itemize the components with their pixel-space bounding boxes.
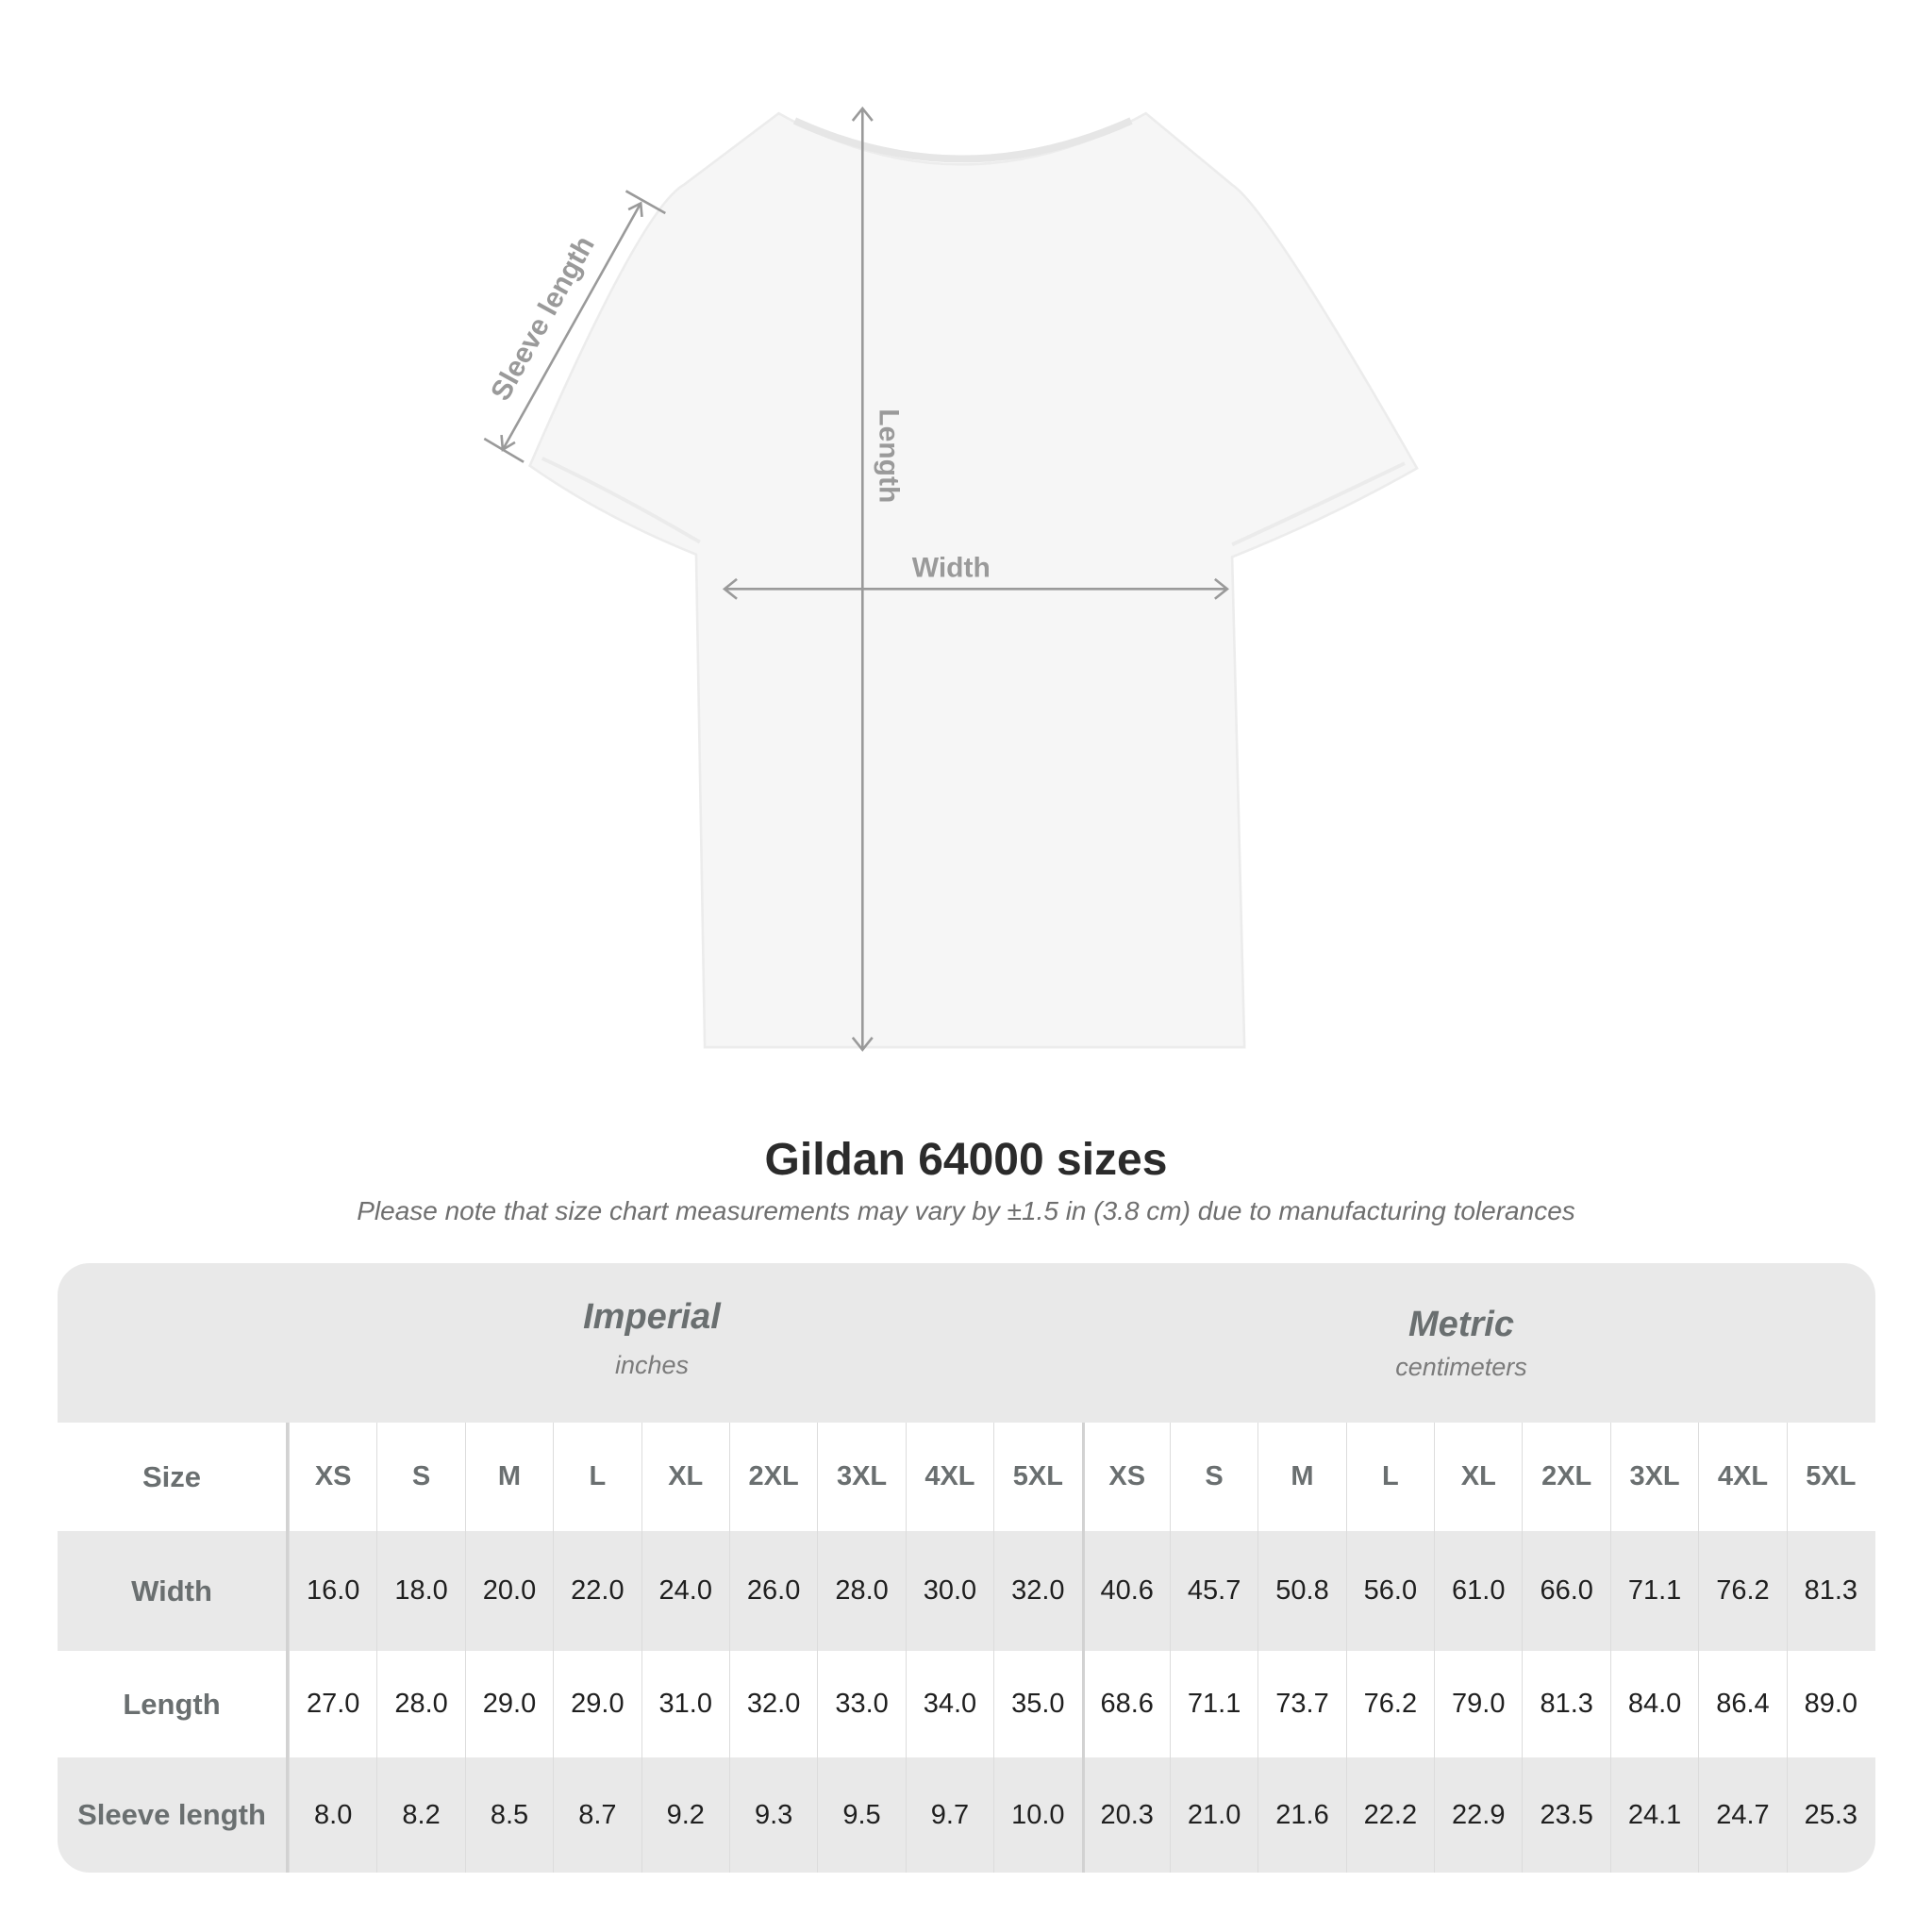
size-header: 2XL	[1522, 1423, 1609, 1531]
table-cell: 45.7	[1169, 1531, 1257, 1651]
table-cell: 16.0	[289, 1531, 376, 1651]
table-cell: 8.2	[376, 1757, 464, 1873]
table-cell: 24.1	[1609, 1757, 1698, 1873]
size-header: S	[376, 1423, 464, 1531]
size-header: S	[1169, 1423, 1257, 1531]
table-cell: 24.7	[1698, 1757, 1786, 1873]
row-label: Sleeve length	[58, 1757, 289, 1873]
table-cell: 40.6	[1081, 1531, 1170, 1651]
length-arrow	[851, 106, 874, 1052]
size-header: 2XL	[728, 1423, 817, 1531]
metric-title: Metric	[1408, 1305, 1514, 1344]
table-cell: 76.2	[1345, 1651, 1434, 1757]
table-cell: 76.2	[1698, 1531, 1786, 1651]
table-cell: 9.7	[905, 1757, 993, 1873]
table-cell: 73.7	[1257, 1651, 1345, 1757]
length-label: Length	[874, 408, 905, 503]
table-cell: 10.0	[993, 1757, 1081, 1873]
table-cell: 32.0	[993, 1531, 1081, 1651]
table-cell: 21.0	[1169, 1757, 1257, 1873]
size-header: M	[464, 1423, 553, 1531]
table-cell: 28.0	[376, 1651, 464, 1757]
metric-group: Metric centimeters	[1178, 1305, 1744, 1382]
table-cell: 9.5	[817, 1757, 905, 1873]
table-cell: 34.0	[905, 1651, 993, 1757]
table-cell: 26.0	[728, 1531, 817, 1651]
table-cell: 22.0	[553, 1531, 641, 1651]
size-header: XS	[289, 1423, 376, 1531]
row-label: Length	[58, 1651, 289, 1757]
table-cell: 79.0	[1434, 1651, 1522, 1757]
size-header: 4XL	[1698, 1423, 1786, 1531]
table-cell: 81.3	[1522, 1651, 1609, 1757]
size-header: 5XL	[1786, 1423, 1874, 1531]
table-row-sleeve-length: Sleeve length 8.0 8.2 8.5 8.7 9.2 9.3 9.5 9.7 10.…	[58, 1757, 1875, 1873]
table-cell: 33.0	[817, 1651, 905, 1757]
table-row-length: Length 27.0 28.0 29.0 29.0 31.0 32.0 33.0 34.0 35…	[58, 1651, 1875, 1757]
table-cell: 29.0	[553, 1651, 641, 1757]
size-table: Imperial inches Metric centimeters Size X…	[58, 1263, 1875, 1873]
size-header: L	[1345, 1423, 1434, 1531]
table-cell: 20.3	[1081, 1757, 1170, 1873]
size-header: 4XL	[905, 1423, 993, 1531]
table-cell: 23.5	[1522, 1757, 1609, 1873]
size-header: L	[553, 1423, 641, 1531]
table-cell: 71.1	[1169, 1651, 1257, 1757]
size-header: XL	[1434, 1423, 1522, 1531]
size-header: M	[1257, 1423, 1345, 1531]
row-label: Width	[58, 1531, 289, 1651]
sleeve-length-arrow	[483, 190, 666, 463]
table-cell: 32.0	[728, 1651, 817, 1757]
table-cell: 28.0	[817, 1531, 905, 1651]
table-cell: 61.0	[1434, 1531, 1522, 1651]
tshirt-image	[528, 111, 1419, 1049]
metric-unit: centimeters	[1395, 1353, 1527, 1381]
table-cell: 25.3	[1786, 1757, 1874, 1873]
table-cell: 29.0	[464, 1651, 553, 1757]
table-cell: 27.0	[289, 1651, 376, 1757]
table-cell: 71.1	[1609, 1531, 1698, 1651]
imperial-title: Imperial	[583, 1297, 721, 1337]
imperial-unit: inches	[614, 1351, 690, 1379]
table-cell: 30.0	[905, 1531, 993, 1651]
table-cell: 56.0	[1345, 1531, 1434, 1651]
size-row: Size XS S M L XL 2XL 3XL 4XL 5XL XS S M L XL 2XL 3XL 4XL 5…	[58, 1423, 1875, 1531]
imperial-group: Imperial inches	[369, 1297, 935, 1380]
table-cell: 9.2	[641, 1757, 729, 1873]
table-cell: 86.4	[1698, 1651, 1786, 1757]
table-cell: 50.8	[1257, 1531, 1345, 1651]
table-cell: 31.0	[641, 1651, 729, 1757]
size-header-label: Size	[58, 1423, 289, 1531]
width-arrow	[722, 577, 1229, 600]
size-header: 5XL	[993, 1423, 1081, 1531]
unit-header: Imperial inches Metric centimeters	[58, 1263, 1875, 1423]
chart-title: Gildan 64000 sizes	[764, 1135, 1168, 1185]
table-cell: 8.7	[553, 1757, 641, 1873]
table-cell: 66.0	[1522, 1531, 1609, 1651]
table-cell: 68.6	[1081, 1651, 1170, 1757]
table-cell: 84.0	[1609, 1651, 1698, 1757]
table-cell: 18.0	[376, 1531, 464, 1651]
table-cell: 89.0	[1786, 1651, 1874, 1757]
size-header: XL	[641, 1423, 729, 1531]
table-cell: 8.5	[464, 1757, 553, 1873]
table-cell: 20.0	[464, 1531, 553, 1651]
table-cell: 35.0	[993, 1651, 1081, 1757]
width-label: Width	[912, 552, 991, 583]
size-header: 3XL	[1609, 1423, 1698, 1531]
table-cell: 9.3	[728, 1757, 817, 1873]
table-cell: 81.3	[1786, 1531, 1874, 1651]
table-cell: 22.9	[1434, 1757, 1522, 1873]
table-cell: 8.0	[289, 1757, 376, 1873]
size-header: 3XL	[817, 1423, 905, 1531]
table-cell: 24.0	[641, 1531, 729, 1651]
tolerance-note: Please note that size chart measurements…	[357, 1196, 1575, 1225]
table-cell: 22.2	[1345, 1757, 1434, 1873]
table-row-width: Width 16.0 18.0 20.0 22.0 24.0 26.0 28.0 30.0 32.…	[58, 1531, 1875, 1651]
size-header: XS	[1081, 1423, 1170, 1531]
table-cell: 21.6	[1257, 1757, 1345, 1873]
